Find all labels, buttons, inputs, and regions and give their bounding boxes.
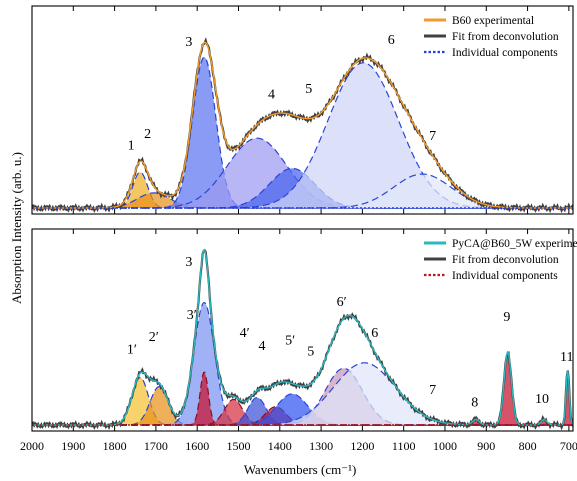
bottom-peak-label-12: 8 (471, 396, 478, 411)
bottom-peak-label-10: 6 (371, 326, 378, 341)
bottom-peak-label-14: 10 (535, 392, 549, 407)
top-legend-label-1: B60 experimental (452, 15, 534, 27)
x-tick-label-1700: 1700 (144, 439, 168, 453)
top-peak-label-1: 1 (128, 139, 135, 154)
x-tick-label-700: 700 (560, 439, 577, 453)
bottom-plot-area (32, 248, 573, 431)
x-tick-label-1800: 1800 (103, 439, 127, 453)
top-peak-label-5: 5 (305, 82, 312, 97)
x-tick-label-1000: 1000 (433, 439, 457, 453)
top-peak-label-4: 4 (268, 88, 275, 103)
top-component-6-fill (32, 62, 573, 208)
bottom-legend-label-1: PyCA@B60_5W experimental (452, 238, 577, 250)
x-tick-label-1200: 1200 (350, 439, 374, 453)
bottom-peak-label-4: 3′ (187, 308, 197, 323)
top-component-1-fill (32, 172, 573, 208)
top-legend-label-3: Individual components (452, 47, 558, 59)
bottom-peak-label-9: 6′ (337, 295, 347, 310)
bottom-peak-label-8: 5 (307, 345, 314, 360)
y-axis-label: Absorption Intensity (arb. u.) (9, 152, 24, 304)
top-peak-label-7: 7 (429, 129, 436, 144)
top-peak-label-2: 2 (144, 127, 151, 142)
bottom-component-2-fill (32, 386, 573, 425)
bottom-frame (31, 228, 574, 432)
panel-top: 12 3 4 5 6 7 B60 experimental Fit from deconvol… (31, 5, 574, 215)
bottom-component-1-fill (32, 377, 573, 425)
top-component-7-fill (32, 174, 573, 208)
top-peak-label-6: 6 (388, 33, 395, 48)
top-plot-area (32, 37, 573, 214)
x-tick-label-2000: 2000 (20, 439, 44, 453)
x-tick-label-1400: 1400 (268, 439, 292, 453)
bottom-peak-label-5: 4′ (240, 326, 250, 341)
top-legend-label-2: Fit from deconvolution (452, 31, 559, 43)
bottom-experimental-line (32, 248, 573, 426)
bottom-peak-label-2: 2′ (149, 330, 159, 345)
x-tick-label-1900: 1900 (61, 439, 85, 453)
x-axis-label: Wavenumbers (cm⁻¹) (244, 462, 357, 477)
bottom-component-14-line (32, 370, 573, 426)
x-tick-label-900: 900 (477, 439, 495, 453)
bottom-peak-label-11: 7 (429, 383, 436, 398)
bottom-peak-label-7: 5′ (285, 334, 295, 349)
bottom-peak-label-3: 3 (185, 255, 192, 270)
x-tick-label-1100: 1100 (392, 439, 416, 453)
panel-bottom: 1′ 2′ 3 3′ 4′ 4 5′ 5 6′ 6 7 8 9 10 11 PyCA@B60_5W exper… (31, 228, 577, 432)
top-peak-label-3: 3 (185, 35, 192, 50)
top-frame (31, 5, 574, 215)
x-tick-label-1600: 1600 (185, 439, 209, 453)
bottom-legend-label-2: Fit from deconvolution (452, 254, 559, 266)
bottom-legend-label-3: Individual components (452, 270, 558, 282)
top-component-2-fill (32, 192, 573, 208)
x-axis: 2000 1900 1800 1700 1600 1500 1400 1300 1200 1100… (20, 439, 577, 453)
bottom-peak-label-15: 11 (560, 350, 573, 365)
x-tick-label-1500: 1500 (227, 439, 251, 453)
bottom-peak-label-6: 4 (259, 339, 266, 354)
bottom-peak-label-13: 9 (503, 310, 510, 325)
bottom-peak-label-1: 1′ (127, 343, 137, 358)
x-tick-label-1300: 1300 (309, 439, 333, 453)
bottom-component-8-fill (32, 393, 573, 425)
top-experimental-line (32, 41, 573, 209)
x-tick-label-800: 800 (519, 439, 537, 453)
